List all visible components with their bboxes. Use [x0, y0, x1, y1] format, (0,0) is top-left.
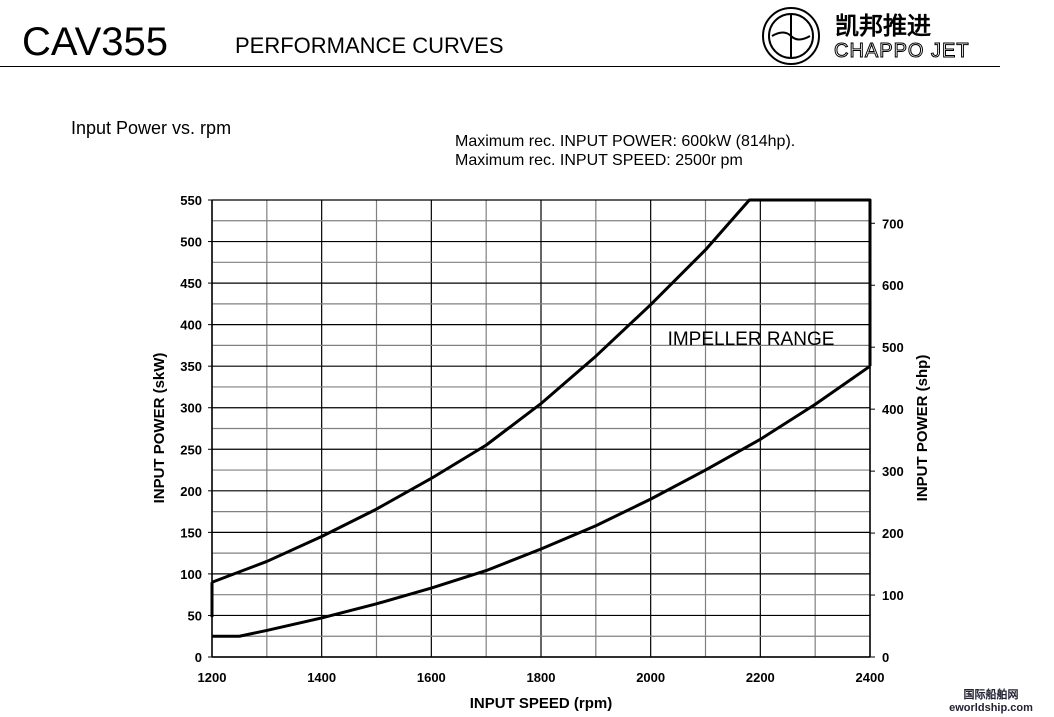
chart-subtitle: Input Power vs. rpm: [71, 118, 232, 138]
max-speed-note: Maximum rec. INPUT SPEED: 2500r pm: [455, 152, 743, 169]
y-tick-label: 450: [180, 276, 202, 291]
x-tick-label: 2200: [746, 670, 775, 685]
y-axis-label: INPUT POWER (skW): [151, 353, 168, 504]
y2-tick-label: 300: [882, 464, 904, 479]
x-tick-label: 2000: [636, 670, 665, 685]
x-tick-label: 1800: [527, 670, 556, 685]
impeller-range-label: IMPELLER RANGE: [668, 329, 835, 350]
y-tick-label: 350: [180, 359, 202, 374]
max-power-note: Maximum rec. INPUT POWER: 600kW (814hp).: [455, 133, 796, 150]
y-tick-label: 400: [180, 318, 202, 333]
y-tick-label: 500: [180, 235, 202, 250]
logo-cn-text: 凯邦推进: [835, 13, 931, 40]
chappo-jet-logo: 凯邦推进 CHAPPO JET: [760, 5, 1000, 72]
document-title: PERFORMANCE CURVES: [235, 33, 504, 58]
y-tick-label: 300: [180, 401, 202, 416]
y-tick-label: 50: [188, 608, 202, 623]
series-line-2: [212, 364, 871, 638]
y2-tick-label: 100: [882, 588, 904, 603]
x-tick-label: 1200: [198, 670, 227, 685]
series-line-1: [211, 198, 872, 584]
y2-tick-label: 200: [882, 526, 904, 541]
grid: [211, 199, 871, 658]
x-tick-label: 1400: [307, 670, 336, 685]
x-axis-label: INPUT SPEED (rpm): [470, 695, 613, 712]
y2-tick-label: 700: [882, 216, 904, 231]
model-name: CAV355: [22, 20, 169, 64]
x-tick-label: 1600: [417, 670, 446, 685]
logo-en-text: CHAPPO JET: [834, 40, 970, 62]
y-tick-label: 200: [180, 484, 202, 499]
y2-tick-label: 0: [882, 650, 889, 665]
y-tick-label: 150: [180, 525, 202, 540]
x-tick-label: 2400: [856, 670, 885, 685]
watermark: 国际船舶网 eworldship.com: [949, 689, 1033, 714]
y-tick-label: 550: [180, 193, 202, 208]
y-tick-label: 250: [180, 442, 202, 457]
y-tick-label: 100: [180, 567, 202, 582]
axes: 1200 1400 1600 1800 2000 2200 2400050100150200…: [180, 193, 903, 685]
y2-tick-label: 400: [882, 402, 904, 417]
y-tick-label: 0: [195, 650, 202, 665]
y2-tick-label: 500: [882, 340, 904, 355]
header-divider: [0, 66, 1000, 67]
y2-tick-label: 600: [882, 278, 904, 293]
y2-axis-label: INPUT POWER (shp): [914, 355, 931, 502]
